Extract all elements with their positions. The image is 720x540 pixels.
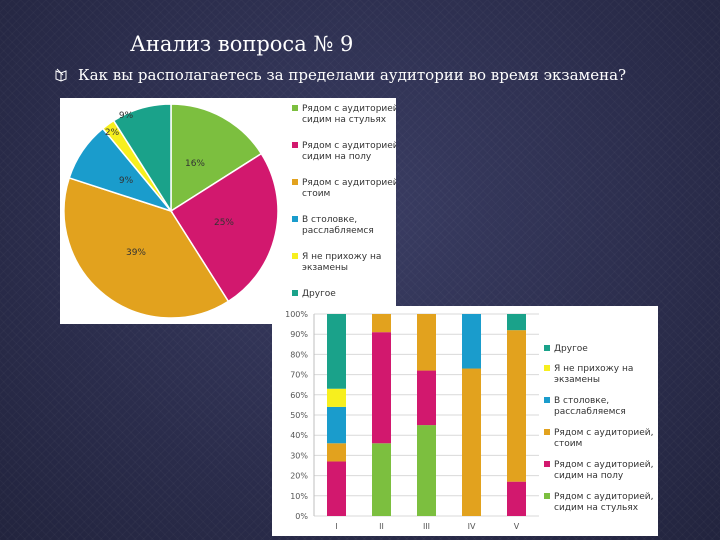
bar-segment — [417, 370, 436, 426]
slide-title: Анализ вопроса № 9 — [130, 32, 354, 56]
y-tick-label: 80% — [290, 350, 308, 359]
bar-segment — [372, 332, 391, 444]
y-tick-label: 10% — [290, 492, 308, 501]
y-tick-label: 60% — [290, 391, 308, 400]
y-tick-label: 40% — [290, 431, 308, 440]
pie-chart: 16% 25% 39% 9% 2% 9% Рядом с аудиторией, сидим … — [63, 103, 396, 319]
y-tick-label: 100% — [285, 310, 308, 319]
bar-segment — [327, 314, 346, 389]
legend-label: Рядом с аудиторией, сидим на полу — [302, 141, 396, 162]
pie-data-label: 25% — [214, 218, 234, 228]
legend-swatch — [544, 345, 550, 351]
x-tick-label: III — [423, 522, 430, 531]
bar-segment — [462, 314, 481, 369]
x-tick-label: II — [379, 522, 384, 531]
legend-label: Рядом с аудиторией, сидим на стульях — [554, 492, 654, 513]
bar-segment — [417, 425, 436, 516]
x-tick-label: IV — [468, 522, 476, 531]
legend-label: Я не прихожу на экзамены — [302, 252, 381, 273]
question-text: Как вы располагаетесь за пределами аудит… — [78, 66, 627, 84]
pie-slice — [170, 103, 263, 213]
legend-swatch — [292, 253, 298, 259]
legend-label: Другое — [302, 289, 336, 299]
bar-segment — [417, 314, 436, 371]
y-tick-label: 50% — [290, 411, 308, 420]
pie-chart-panel: 16% 25% 39% 9% 2% 9% Рядом с аудиторией, сидим … — [60, 98, 396, 324]
stacked-bar-chart: 0%10%20%30%40%50%60%70%80%90%100%I II III I… — [285, 310, 654, 531]
legend-label: Рядом с аудиторией, стоим — [554, 428, 654, 449]
legend-label: В столовке, расслабляемся — [554, 396, 626, 417]
y-tick-label: 30% — [290, 451, 308, 460]
legend-swatch — [292, 179, 298, 185]
bar-segment — [372, 314, 391, 333]
x-tick-label: V — [514, 522, 520, 531]
pie-slice — [63, 176, 230, 319]
pie-slice — [169, 152, 279, 303]
bar-segment — [372, 443, 391, 516]
bar-segment — [462, 368, 481, 516]
bar-segment — [507, 314, 526, 331]
bar-segment — [327, 406, 346, 444]
pie-data-label: 2% — [105, 128, 120, 138]
pie-slice — [112, 103, 172, 214]
legend-swatch — [292, 105, 298, 111]
legend-swatch — [292, 290, 298, 296]
legend-swatch — [292, 216, 298, 222]
y-tick-label: 20% — [290, 472, 308, 481]
y-tick-label: 0% — [295, 512, 308, 521]
legend-swatch — [544, 493, 550, 499]
pie-data-label: 39% — [126, 248, 146, 258]
book-bullet-icon — [54, 68, 68, 82]
question-bullet-row: Как вы располагаетесь за пределами аудит… — [54, 66, 626, 84]
bar-segment — [327, 461, 346, 516]
legend-label: Рядом с аудиторией, стоим — [302, 178, 396, 199]
pie-data-label: 9% — [119, 111, 134, 121]
legend-label: Рядом с аудиторией, сидим на стульях — [302, 104, 396, 125]
legend-swatch — [544, 365, 550, 371]
legend-label: Рядом с аудиторией, сидим на полу — [554, 460, 654, 481]
y-tick-label: 70% — [290, 371, 308, 380]
legend-swatch — [292, 142, 298, 148]
bar-segment — [327, 443, 346, 462]
y-tick-label: 90% — [290, 330, 308, 339]
legend-label: В столовке, расслабляемся — [302, 215, 374, 236]
bar-segment — [507, 481, 526, 516]
legend-swatch — [544, 397, 550, 403]
x-tick-label: I — [335, 522, 337, 531]
pie-data-label: 9% — [119, 176, 134, 186]
bar-segment — [507, 330, 526, 482]
bar-segment — [327, 388, 346, 407]
legend-label: Другое — [554, 344, 588, 354]
legend-swatch — [544, 461, 550, 467]
pie-data-label: 16% — [185, 159, 205, 169]
legend-swatch — [544, 429, 550, 435]
legend-label: Я не прихожу на экзамены — [554, 364, 633, 385]
stacked-bar-chart-panel: 0% 10% 20% 30% 40% 50% 60% 70% 80% 90% 100% I II III I… — [272, 306, 658, 536]
